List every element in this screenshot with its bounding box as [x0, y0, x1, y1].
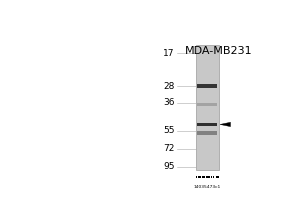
Bar — [216, 176, 217, 184]
Bar — [207, 176, 208, 184]
Bar — [199, 176, 200, 184]
Bar — [198, 176, 199, 184]
Bar — [206, 176, 207, 184]
Text: 36: 36 — [163, 98, 175, 107]
Bar — [209, 176, 210, 184]
Bar — [203, 176, 204, 184]
Bar — [200, 176, 201, 184]
Text: 55: 55 — [163, 126, 175, 135]
Text: 95: 95 — [163, 162, 175, 171]
Text: 28: 28 — [163, 82, 175, 91]
Bar — [204, 176, 205, 184]
Bar — [197, 84, 217, 88]
Bar — [196, 45, 219, 170]
Bar — [208, 176, 209, 184]
Text: MDA-MB231: MDA-MB231 — [185, 46, 253, 56]
Bar — [202, 176, 203, 184]
Bar — [213, 176, 214, 184]
Bar — [196, 176, 197, 184]
Text: 14035473c1: 14035473c1 — [194, 185, 221, 189]
Bar — [197, 103, 217, 106]
Bar — [218, 176, 219, 184]
Bar — [197, 123, 217, 126]
Bar — [197, 131, 217, 135]
Text: 72: 72 — [163, 144, 175, 153]
Polygon shape — [220, 122, 230, 127]
Text: 17: 17 — [163, 49, 175, 58]
